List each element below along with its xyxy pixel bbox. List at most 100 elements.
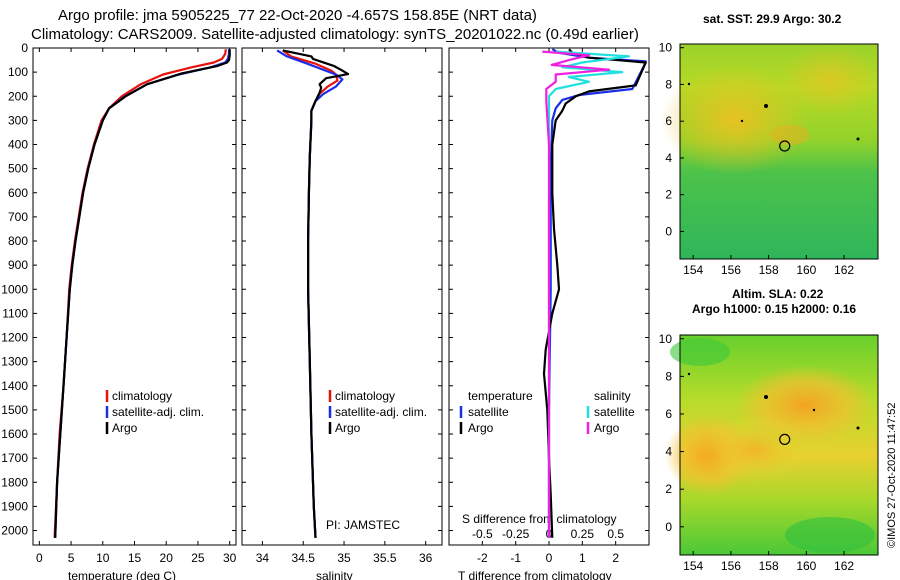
- sla-map-axes: 154 156 158 160 162 0 2 4 6 8 10: [659, 332, 855, 573]
- sla-high-patch: [700, 415, 810, 485]
- depth-tick-label: 800: [8, 234, 28, 248]
- sla-map-frame: [679, 334, 879, 556]
- temperature-plot-frame: [32, 47, 237, 546]
- sdiff-xlabel: S difference from climatology: [462, 512, 617, 526]
- depth-tick-label: 1500: [1, 403, 28, 417]
- salinity-x-tick-label: 35.5: [373, 551, 397, 565]
- map-x-tick-label: 160: [796, 263, 816, 277]
- depth-tick-label: 1400: [1, 379, 28, 393]
- depth-tick-label: 1300: [1, 355, 28, 369]
- map-y-tick-label: 0: [665, 520, 672, 534]
- series-line-salinity-satellite: [547, 50, 631, 538]
- series-line-climatology: [53, 49, 227, 538]
- sdiff-x-tick-label: 0.5: [607, 527, 624, 541]
- series-line-argo: [54, 49, 231, 538]
- temperature-x-tick-label: 5: [68, 551, 75, 565]
- salinity-x-tick-label: 36: [419, 551, 433, 565]
- difference-series: [542, 48, 647, 538]
- sla-low-patch: [785, 517, 875, 553]
- depth-tick-label: 700: [8, 210, 28, 224]
- sdiff-x-tick-label: 0.25: [571, 527, 595, 541]
- sst-map-axes: 154 156 158 160 162 0 2 4 6 8 10: [659, 41, 855, 277]
- island-dot: [856, 426, 860, 430]
- depth-tick-label: 1800: [1, 475, 28, 489]
- salinity-x-tick-label: 35: [337, 551, 351, 565]
- sst-map-title: sat. SST: 29.9 Argo: 30.2: [703, 12, 842, 26]
- sst-map-frame: [679, 43, 879, 260]
- temperature-legend: climatology satellite-adj. clim. Argo: [105, 389, 204, 435]
- sst-warm-patch: [780, 45, 880, 115]
- map-x-tick-label: 158: [759, 263, 779, 277]
- depth-tick-label: 600: [8, 186, 28, 200]
- map-y-tick-label: 10: [659, 332, 673, 346]
- depth-tick-label: 300: [8, 113, 28, 127]
- sla-map-subtitle: Argo h1000: 0.15 h2000: 0.16: [692, 302, 856, 316]
- argo-float-marker: [779, 140, 791, 152]
- tdiff-xlabel: T difference from climatology: [458, 569, 612, 580]
- depth-axis: 0 100 200 300 400 500 600 700 800 900 1000 1100 1200…: [1, 41, 649, 538]
- map-x-tick-label: 154: [683, 263, 703, 277]
- salinity-plot-frame: [241, 47, 443, 546]
- figure-title-line1: Argo profile: jma 5905225_77 22-Oct-2020…: [58, 7, 537, 24]
- depth-tick-label: 200: [8, 89, 28, 103]
- island-dot: [764, 104, 768, 108]
- temperature-x-tick-label: 25: [191, 551, 205, 565]
- legend-satadj-label: satellite-adj. clim.: [112, 405, 204, 419]
- depth-tick-label: 1100: [2, 306, 28, 320]
- legend-clim-label: climatology: [335, 389, 395, 403]
- depth-tick-label: 1700: [1, 451, 28, 465]
- depth-tick-label: 900: [8, 258, 28, 272]
- map-x-tick-label: 156: [721, 263, 741, 277]
- map-x-tick-label: 154: [683, 559, 703, 573]
- salinity-legend: climatology satellite-adj. clim. Argo: [328, 389, 427, 435]
- sst-warm-patch: [660, 65, 810, 175]
- salinity-xlabel: salinity: [316, 569, 353, 580]
- series-line-salinity-argo: [542, 50, 611, 538]
- island-dot: [687, 372, 691, 376]
- temperature-x-tick-label: 0: [36, 551, 43, 565]
- series-line-satellite-adj-clim-: [54, 49, 231, 538]
- map-x-tick-label: 156: [721, 559, 741, 573]
- legend-tsat-label: satellite: [468, 405, 509, 419]
- depth-tick-label: 1000: [1, 282, 28, 296]
- sdiff-x-tick-label: -0.25: [502, 527, 530, 541]
- sla-map: [665, 334, 879, 556]
- map-y-tick-label: 0: [665, 224, 672, 238]
- map-y-tick-label: 2: [665, 482, 672, 496]
- series-line-temperature-argo: [542, 48, 647, 538]
- legend-salinity-heading: salinity: [594, 389, 631, 403]
- temperature-x-tick-label: 15: [128, 551, 142, 565]
- imos-credit: ©IMOS 27-Oct-2020 11:47:52: [886, 403, 898, 548]
- temperature-x-tick-label: 30: [223, 551, 237, 565]
- map-y-tick-label: 8: [665, 77, 672, 91]
- island-dot: [856, 137, 860, 141]
- map-y-tick-label: 6: [665, 407, 672, 421]
- temperature-x-tick-label: 20: [160, 551, 174, 565]
- legend-satadj-label: satellite-adj. clim.: [335, 405, 427, 419]
- legend-ssat-label: satellite: [594, 405, 635, 419]
- depth-tick-label: 1200: [1, 331, 28, 345]
- island-dot: [687, 82, 691, 86]
- figure-title-line2: Climatology: CARS2009. Satellite-adjuste…: [31, 26, 639, 43]
- island-dot: [740, 119, 744, 123]
- legend-temperature-heading: temperature: [468, 389, 533, 403]
- depth-tick-label: 400: [8, 138, 28, 152]
- legend-argo-label: Argo: [335, 421, 361, 435]
- map-y-tick-label: 4: [665, 445, 672, 459]
- legend-argo-label: Argo: [112, 421, 138, 435]
- series-line-climatology: [282, 49, 339, 538]
- depth-tick-label: 100: [8, 65, 28, 79]
- pi-annotation: PI: JAMSTEC: [326, 518, 400, 532]
- map-y-tick-label: 2: [665, 188, 672, 202]
- tdiff-x-tick-label: -1: [510, 551, 521, 565]
- map-y-tick-label: 6: [665, 114, 672, 128]
- sla-map-title: Altim. SLA: 0.22: [732, 287, 824, 301]
- map-y-tick-label: 10: [659, 41, 673, 55]
- island-dot: [812, 408, 816, 412]
- salinity-x-tick-label: 34: [256, 551, 270, 565]
- legend-targo-label: Argo: [468, 421, 494, 435]
- temperature-xlabel: temperature (deg C): [68, 569, 176, 580]
- map-y-tick-label: 8: [665, 369, 672, 383]
- legend-sargo-label: Argo: [594, 421, 620, 435]
